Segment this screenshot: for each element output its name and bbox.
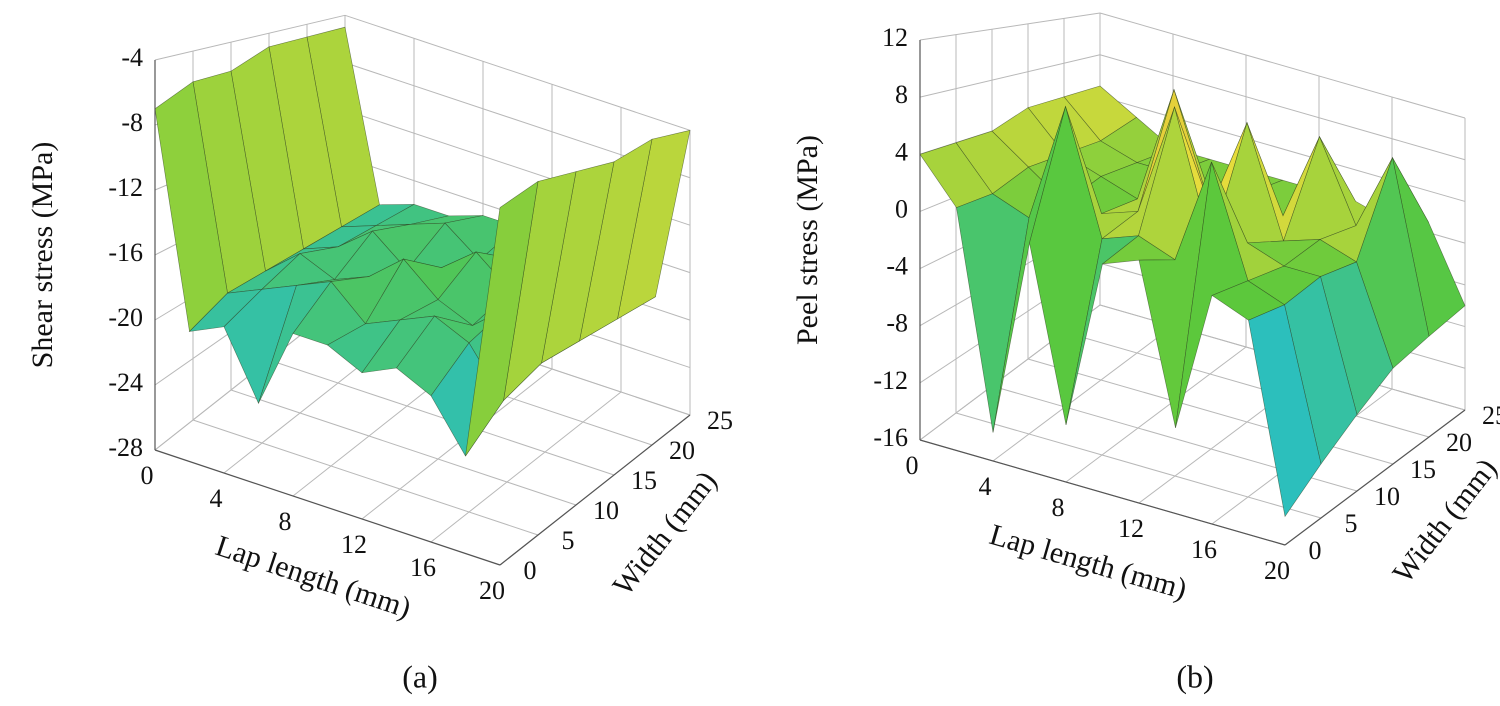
z-tick-label: 0	[895, 194, 908, 223]
z-tick-label: -20	[108, 303, 143, 332]
y-tick-label: 25	[1482, 401, 1500, 430]
axis-edge	[919, 439, 1286, 546]
x-tick-label: 20	[479, 576, 505, 605]
caption: (b)	[1176, 658, 1213, 694]
y-tick-label: 10	[1374, 482, 1400, 511]
y-axis-label: Width (mm)	[1386, 452, 1500, 589]
axis-edge	[499, 414, 691, 566]
y-tick-label: 5	[562, 526, 575, 555]
side-wall-grid-line	[919, 54, 1101, 98]
floor-grid-line	[230, 389, 577, 506]
z-tick-label: -24	[108, 368, 143, 397]
surface-patch	[465, 180, 539, 457]
y-tick-label: 0	[1309, 536, 1322, 565]
z-tick-label: 4	[895, 137, 908, 166]
z-tick-label: -12	[108, 173, 143, 202]
floor-grid-line	[955, 412, 1322, 519]
y-tick-label: 5	[1345, 509, 1358, 538]
floor-grid-line	[192, 419, 539, 536]
z-tick-label: -4	[886, 252, 908, 281]
z-axis-label: Shear stress (MPa)	[26, 142, 59, 369]
floor-grid-line	[430, 391, 622, 543]
y-tick-label: 10	[593, 496, 619, 525]
x-tick-label: 12	[341, 530, 367, 559]
y-tick-label: 20	[1446, 428, 1472, 457]
x-tick-label: 4	[979, 472, 992, 501]
x-axis-label: Lap length (mm)	[986, 518, 1190, 606]
x-tick-label: 16	[1191, 535, 1217, 564]
z-axis-label: Peel stress (MPa)	[791, 135, 824, 345]
x-tick-label: 4	[210, 484, 223, 513]
x-tick-label: 8	[1052, 493, 1065, 522]
y-tick-label: 25	[707, 406, 733, 435]
surface-patch	[1248, 304, 1322, 518]
floor-grid-line	[1063, 331, 1430, 438]
axis-edge	[154, 449, 501, 566]
floor-grid-line	[361, 368, 553, 520]
floor-grid-line	[268, 359, 615, 476]
z-tick-label: -16	[873, 423, 908, 452]
z-tick-label: -4	[121, 43, 143, 72]
back-wall-grid-line	[1099, 54, 1466, 161]
z-tick-label: -16	[108, 238, 143, 267]
side-wall-grid-line	[154, 14, 346, 61]
x-tick-label: 0	[141, 461, 154, 490]
x-tick-label: 20	[1264, 556, 1290, 585]
floor-grid-line	[992, 325, 1174, 462]
z-tick-label: -12	[873, 366, 908, 395]
y-tick-label: 15	[1410, 455, 1436, 484]
z-tick-label: -8	[121, 108, 143, 137]
side-wall-grid-line	[919, 12, 1101, 41]
caption: (a)	[402, 658, 438, 694]
y-tick-label: 15	[631, 466, 657, 495]
z-tick-label: -8	[886, 309, 908, 338]
surface-patch	[956, 193, 1030, 433]
x-tick-label: 16	[410, 553, 436, 582]
back-wall-grid-line	[344, 14, 691, 131]
x-tick-label: 8	[279, 507, 292, 536]
y-axis-label: Width (mm)	[606, 465, 723, 602]
z-tick-label: 12	[882, 23, 908, 52]
x-axis-label: Lap length (mm)	[212, 529, 415, 625]
y-tick-label: 0	[524, 556, 537, 585]
y-tick-label: 20	[669, 436, 695, 465]
z-tick-label: 8	[895, 80, 908, 109]
axis-edge	[1284, 409, 1466, 546]
z-tick-label: -28	[108, 433, 143, 462]
back-wall-grid-line	[1099, 12, 1466, 119]
floor-grid-line	[1065, 346, 1247, 483]
x-tick-label: 0	[906, 451, 919, 480]
x-tick-label: 12	[1118, 514, 1144, 543]
